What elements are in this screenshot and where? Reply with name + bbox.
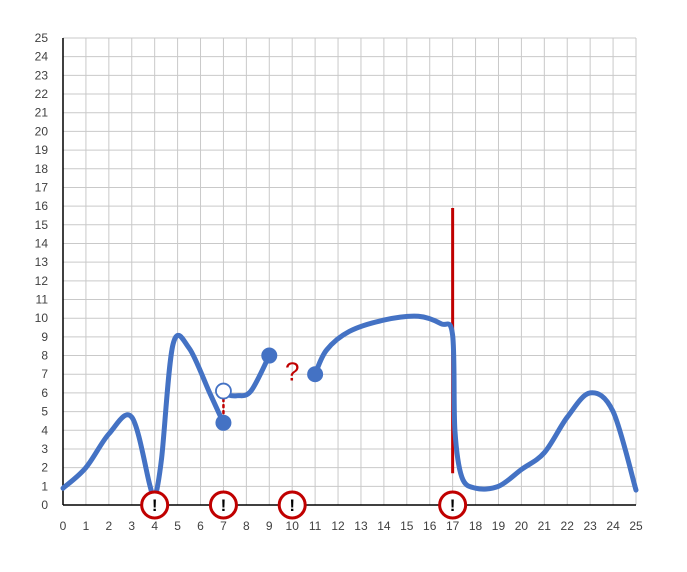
x-tick-label: 18: [469, 519, 483, 533]
x-tick-label: 0: [60, 519, 67, 533]
x-tick-label: 8: [243, 519, 250, 533]
exclamation-warning-icon: !: [208, 490, 238, 520]
y-tick-label: 14: [35, 236, 49, 250]
y-tick-label: 11: [36, 293, 49, 307]
point-markers: [215, 347, 324, 431]
x-tick-label: 1: [83, 519, 90, 533]
x-tick-label: 9: [266, 519, 273, 533]
x-tick-label: 22: [561, 519, 575, 533]
y-tick-label: 4: [41, 423, 48, 437]
x-tick-label: 23: [583, 519, 597, 533]
y-tick-label: 22: [35, 87, 49, 101]
x-tick-label: 2: [105, 519, 112, 533]
curve-segment-3: [312, 313, 639, 493]
y-tick-label: 3: [41, 442, 48, 456]
x-tick-label: 20: [515, 519, 529, 533]
filled-point-marker: [215, 414, 232, 431]
x-tick-label: 12: [331, 519, 345, 533]
warning-circle: [208, 490, 238, 520]
warning-exclamation-text: !: [221, 496, 227, 515]
y-tick-label: 5: [41, 405, 48, 419]
warning-circle: [277, 490, 307, 520]
annotations: ?!!!!: [140, 356, 468, 520]
open-point-marker: [215, 382, 232, 400]
exclamation-warning-icon: !: [277, 490, 307, 520]
x-tick-label: 3: [128, 519, 135, 533]
y-tick-label: 25: [35, 31, 49, 45]
x-tick-label: 7: [220, 519, 227, 533]
x-tick-label: 19: [492, 519, 506, 533]
y-tick-label: 2: [41, 461, 48, 475]
y-tick-label: 8: [41, 349, 48, 363]
question-mark-annotation: ?: [285, 356, 299, 386]
x-tick-label: 4: [151, 519, 158, 533]
y-tick-label: 16: [35, 199, 49, 213]
warning-exclamation-text: !: [152, 496, 158, 515]
x-tick-label: 17: [446, 519, 460, 533]
y-tick-label: 23: [35, 68, 49, 82]
x-tick-label: 24: [606, 519, 620, 533]
filled-point-marker: [261, 347, 278, 364]
y-tick-label: 15: [35, 218, 49, 232]
y-tick-label: 6: [41, 386, 48, 400]
curve-segment-1: [60, 332, 226, 503]
y-tick-label: 24: [35, 50, 49, 64]
y-tick-label: 19: [35, 143, 49, 157]
y-tick-label: 12: [35, 274, 49, 288]
y-tick-label: 21: [35, 106, 49, 120]
axes: [62, 38, 636, 506]
y-tick-label: 9: [41, 330, 48, 344]
warning-exclamation-text: !: [289, 496, 295, 515]
y-tick-label: 0: [41, 498, 48, 512]
y-tick-label: 1: [41, 479, 48, 493]
warning-exclamation-text: !: [450, 496, 456, 515]
y-tick-label: 18: [35, 162, 49, 176]
y-tick-label: 10: [35, 311, 49, 325]
y-tick-label: 17: [35, 180, 49, 194]
warning-circle: [438, 490, 468, 520]
x-tick-label: 21: [538, 519, 552, 533]
x-tick-label: 14: [377, 519, 391, 533]
x-tick-label: 15: [400, 519, 414, 533]
x-tick-label: 5: [174, 519, 181, 533]
exclamation-warning-icon: !: [438, 490, 468, 520]
y-tick-label: 7: [41, 367, 48, 381]
x-tick-label: 13: [354, 519, 368, 533]
warning-circle: [140, 490, 170, 520]
y-tick-label: 20: [35, 124, 49, 138]
x-tick-label: 11: [309, 519, 322, 533]
curve-series: [60, 313, 639, 503]
grid-lines: [62, 37, 637, 506]
x-tick-label: 16: [423, 519, 437, 533]
tick-labels: 0 1 2 3 4 5 6 7 8 9 10 11 12 13 14 15 16 17 18 19 20 21 22 23 24…: [35, 31, 643, 533]
x-tick-label: 25: [629, 519, 643, 533]
exclamation-warning-icon: !: [140, 490, 170, 520]
x-tick-label: 10: [286, 519, 300, 533]
x-tick-label: 6: [197, 519, 204, 533]
y-tick-label: 13: [35, 255, 49, 269]
filled-point-marker: [307, 366, 324, 383]
